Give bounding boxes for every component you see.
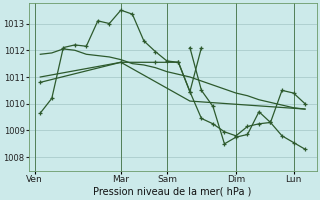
X-axis label: Pression niveau de la mer( hPa ): Pression niveau de la mer( hPa ) (93, 187, 252, 197)
